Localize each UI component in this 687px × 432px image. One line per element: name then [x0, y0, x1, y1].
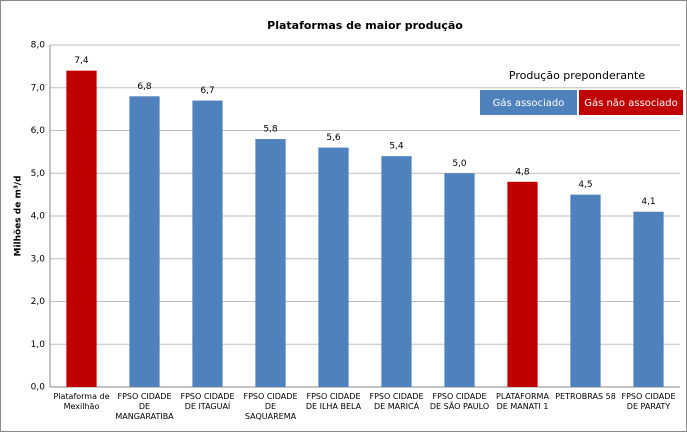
y-tick-label: 6,0 [31, 126, 46, 136]
legend-label: Gás associado [493, 97, 565, 109]
data-label: 5,4 [389, 142, 404, 152]
data-label: 6,7 [200, 86, 214, 96]
x-tick-label: FPSO CIDADE DE ILHA BELA [305, 392, 362, 411]
data-label: 5,8 [263, 125, 278, 135]
bar [633, 211, 664, 387]
y-tick-label: 3,0 [31, 254, 46, 264]
x-tick-label: Plataforma de Mexilhão [53, 392, 110, 411]
bar [66, 70, 97, 388]
legend-label: Gás não associado [584, 97, 678, 109]
data-label: 6,8 [137, 82, 152, 92]
x-tick-label: FPSO CIDADE DE ITAGUAÍ [180, 392, 235, 411]
bar [318, 147, 349, 387]
y-tick-label: 5,0 [31, 169, 46, 179]
y-axis-label: Milhões de m³/d [14, 175, 24, 256]
legend-swatch [579, 90, 683, 115]
x-tick-label: PLATAFORMA DE MANATI 1 [496, 392, 549, 411]
x-tick-label: FPSO CIDADE DE MANGARATIBA [115, 392, 174, 421]
legend-title: Produção preponderante [509, 69, 645, 82]
y-tick-label: 1,0 [31, 340, 46, 350]
y-tick-label: 7,0 [31, 83, 46, 93]
data-label: 4,5 [578, 180, 592, 190]
chart-title: Plataformas de maior produção [267, 19, 463, 32]
x-tick-label: FPSO CIDADE DE PARATY [621, 392, 676, 411]
bar [192, 100, 223, 387]
y-tick-label: 8,0 [31, 41, 46, 51]
bar [444, 173, 475, 387]
x-tick-label: FPSO CIDADE DE SAQUAREMA [243, 392, 298, 421]
legend-swatch [480, 90, 577, 115]
data-label: 5,6 [326, 133, 341, 143]
x-tick-label: PETROBRAS 58 [555, 392, 616, 401]
bar [507, 181, 538, 387]
x-tick-label: FPSO CIDADE DE SÃO PAULO [429, 392, 490, 411]
y-tick-label: 0,0 [31, 383, 46, 393]
data-label: 7,4 [74, 56, 89, 66]
data-label: 5,0 [452, 159, 467, 169]
bar [255, 139, 286, 387]
bar [570, 194, 601, 387]
y-tick-label: 4,0 [31, 212, 46, 222]
data-label: 4,8 [515, 167, 530, 177]
bar [381, 156, 412, 387]
y-tick-label: 2,0 [31, 297, 46, 307]
data-label: 4,1 [641, 197, 655, 207]
x-tick-label: FPSO CIDADE DE MARICÁ [369, 392, 424, 411]
bar [129, 96, 160, 388]
